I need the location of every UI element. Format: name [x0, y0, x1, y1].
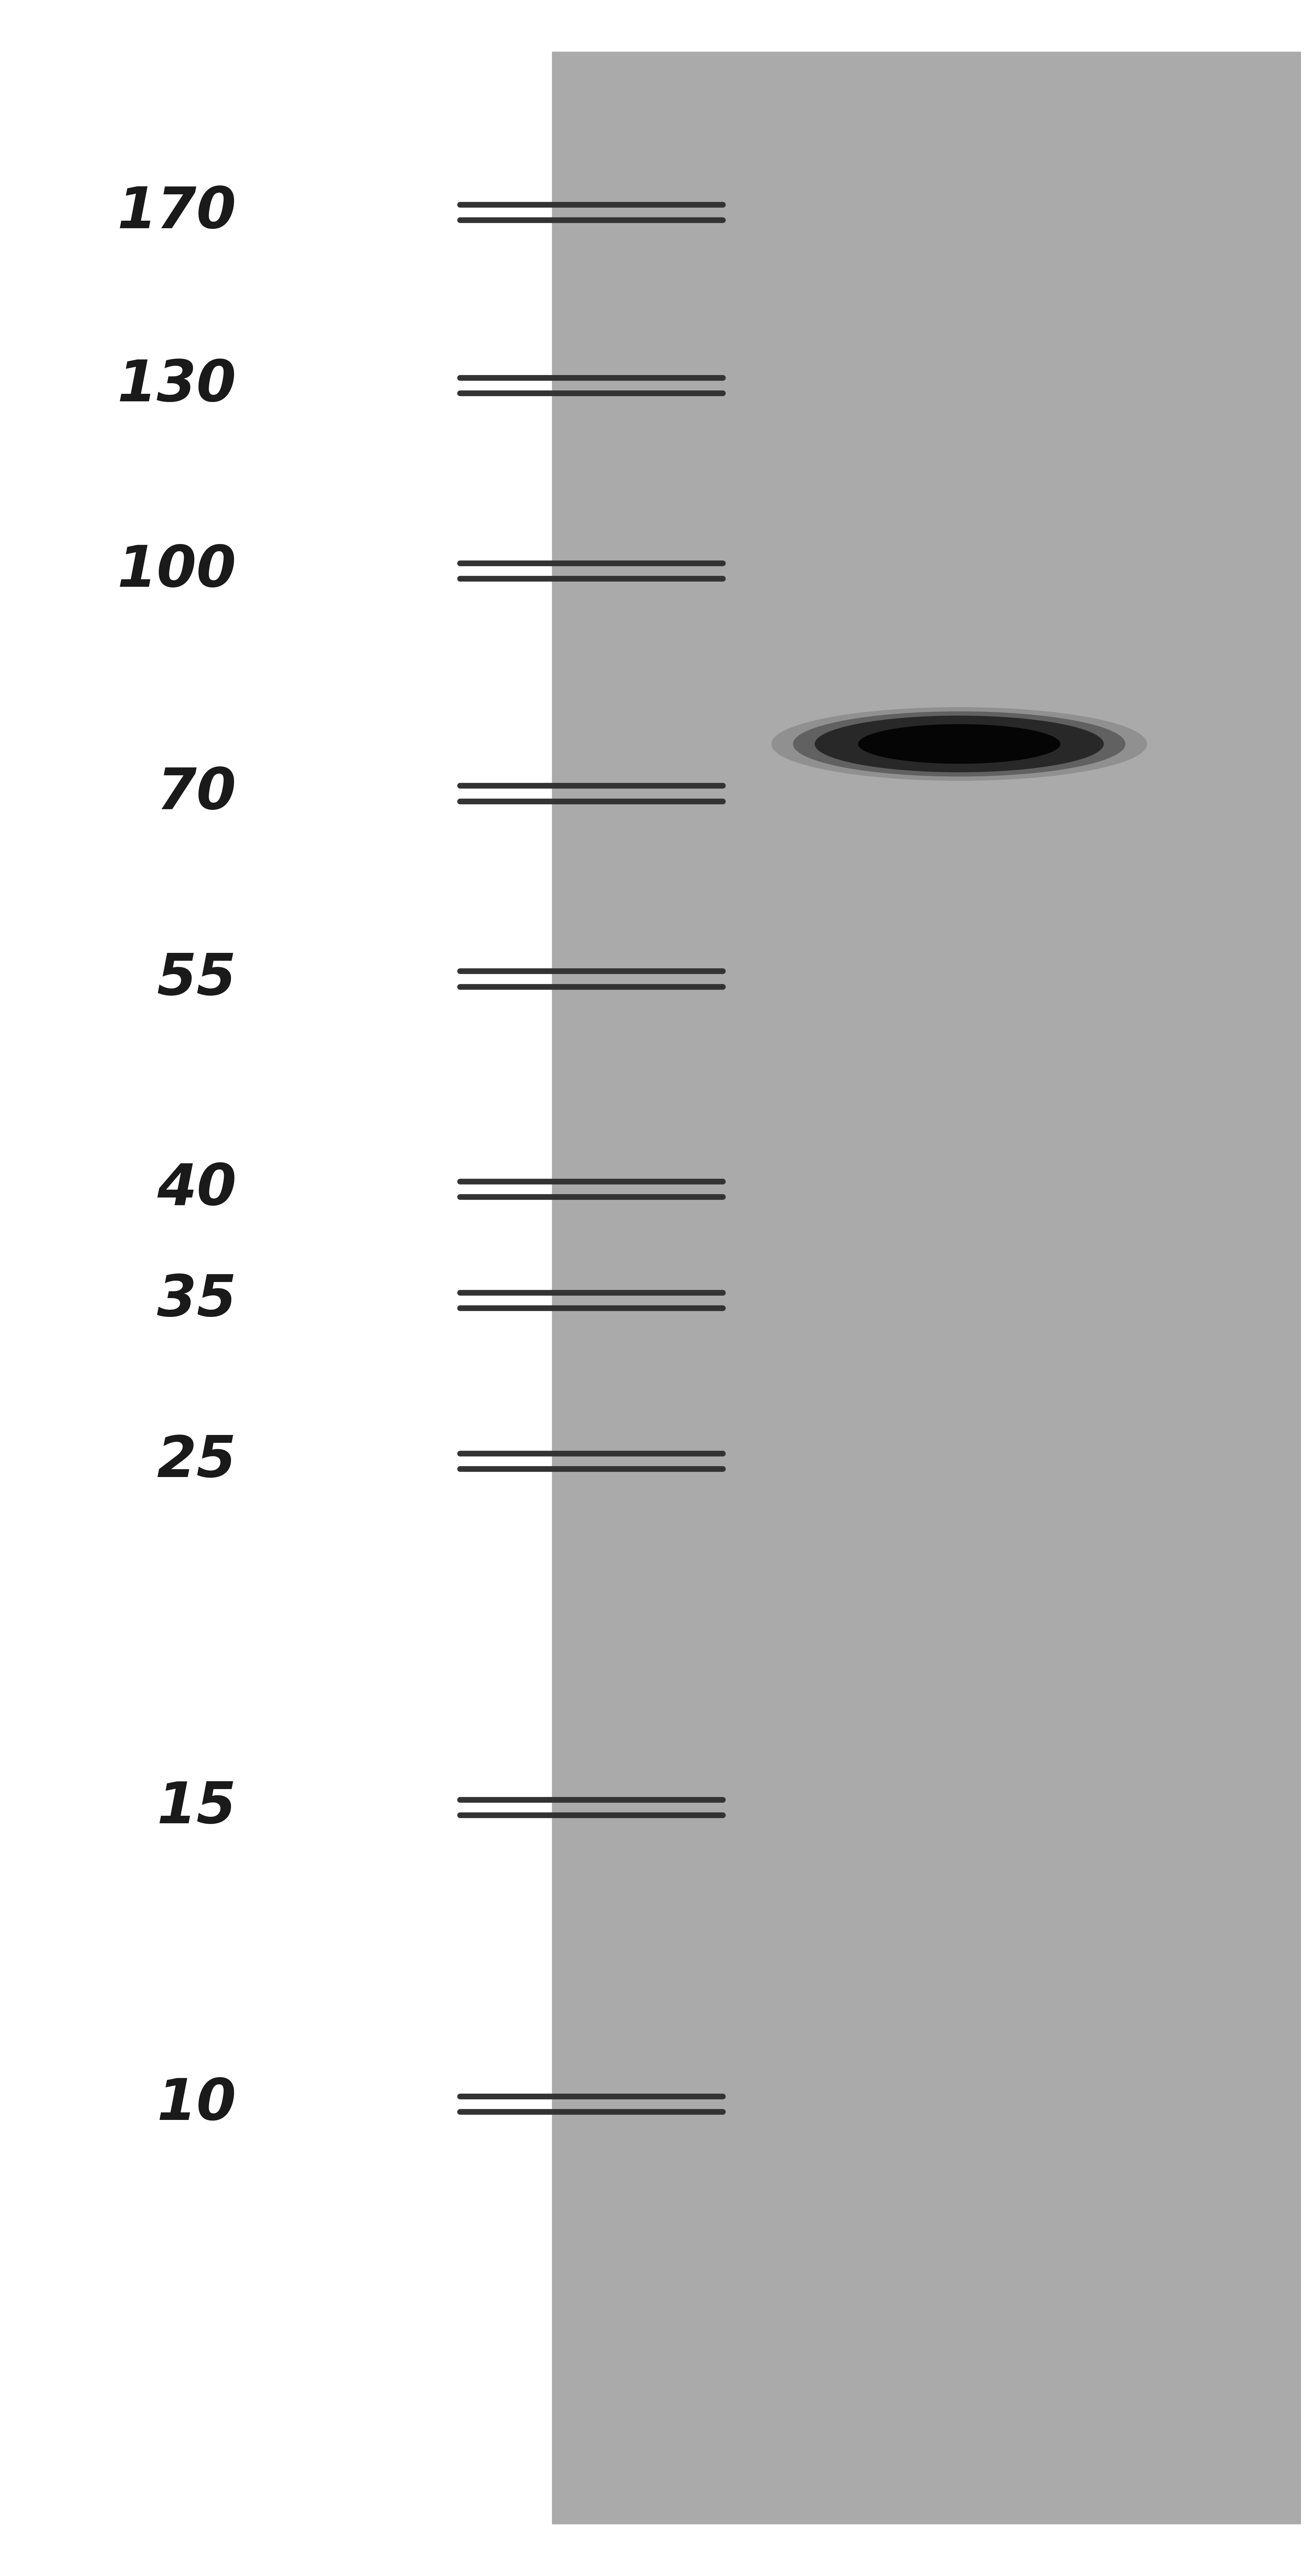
Bar	[652, 52, 677, 2524]
Ellipse shape	[792, 711, 1125, 775]
Bar	[1026, 52, 1051, 2524]
Bar	[752, 52, 777, 2524]
Text: 170: 170	[117, 185, 237, 240]
Bar	[1176, 52, 1201, 2524]
Text: 130: 130	[117, 358, 237, 412]
Bar	[1151, 52, 1176, 2524]
Bar	[802, 52, 827, 2524]
Bar	[577, 52, 602, 2524]
Text: 70: 70	[158, 765, 237, 822]
Text: 40: 40	[158, 1162, 237, 1216]
Text: 10: 10	[158, 2076, 237, 2133]
Bar	[951, 52, 976, 2524]
Bar	[1126, 52, 1151, 2524]
Bar	[827, 52, 851, 2524]
Bar	[627, 52, 652, 2524]
Bar	[876, 52, 901, 2524]
Bar	[727, 52, 752, 2524]
Bar	[1276, 52, 1301, 2524]
Ellipse shape	[815, 716, 1104, 773]
Bar	[1226, 52, 1251, 2524]
Bar	[1051, 52, 1076, 2524]
Bar	[926, 52, 951, 2524]
Bar	[851, 52, 876, 2524]
Bar	[901, 52, 926, 2524]
Bar	[702, 52, 727, 2524]
Bar	[552, 52, 577, 2524]
FancyBboxPatch shape	[552, 52, 1301, 2524]
Text: 55: 55	[158, 951, 237, 1007]
Bar	[1101, 52, 1126, 2524]
Bar	[1001, 52, 1026, 2524]
Bar	[1251, 52, 1276, 2524]
Bar	[976, 52, 1001, 2524]
Bar	[1076, 52, 1101, 2524]
Bar	[777, 52, 802, 2524]
Ellipse shape	[858, 724, 1060, 762]
Text: 15: 15	[158, 1780, 237, 1834]
Bar	[602, 52, 627, 2524]
Bar	[1201, 52, 1226, 2524]
Text: 25: 25	[158, 1432, 237, 1489]
Text: 100: 100	[117, 544, 237, 598]
Text: 35: 35	[158, 1273, 237, 1329]
Ellipse shape	[771, 706, 1147, 781]
Bar	[677, 52, 702, 2524]
